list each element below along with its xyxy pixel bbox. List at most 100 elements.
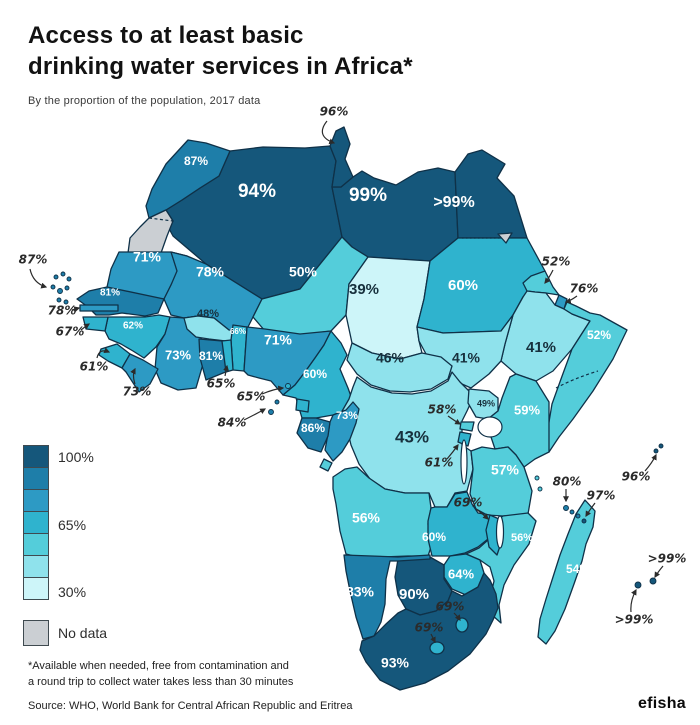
svg-text:52%: 52%	[542, 255, 571, 269]
country-gabon	[296, 417, 331, 453]
value-label-guinea: 62%	[123, 321, 143, 332]
annotation-guinea-bissau: 67%	[56, 323, 90, 339]
country-morocco	[145, 139, 231, 219]
annotation-cape-verde: 87%	[19, 253, 48, 289]
annotation-lesotho: 69%	[415, 621, 443, 644]
brand-logo: efisha	[637, 695, 686, 712]
country-zanzibar	[534, 475, 543, 492]
value-label-gabon: 86%	[301, 421, 325, 435]
legend-swatch-0	[23, 445, 49, 468]
value-label-south-africa: 93%	[381, 655, 410, 671]
country-mayotte	[581, 518, 587, 524]
svg-text:>99%: >99%	[648, 552, 687, 566]
country-namibia	[343, 554, 431, 640]
lake-victoria	[477, 416, 503, 438]
lakes-and-disputed-borders-layer	[148, 217, 599, 549]
annotation-burundi: 61%	[425, 444, 459, 470]
value-label-tanzania: 57%	[491, 462, 520, 478]
annotation-equatorial-guinea: 65%	[237, 385, 285, 404]
country-comoros	[563, 505, 581, 519]
svg-text:69%: 69%	[436, 600, 465, 614]
country-liberia	[121, 353, 159, 393]
svg-text:61%: 61%	[80, 360, 109, 374]
value-label-ghana: 81%	[199, 349, 223, 363]
country-somalia	[547, 301, 628, 453]
footnote: *Available when needed, free from contam…	[28, 658, 293, 690]
country-rwanda	[459, 421, 475, 432]
value-label-mozambique: 56%	[511, 532, 533, 544]
footnote-line-2: a round trip to collect water takes less…	[28, 676, 294, 688]
legend-swatch-6	[23, 577, 49, 600]
country-guinea-bissau	[82, 316, 109, 332]
country-central-african-republic	[346, 342, 453, 393]
value-label-zambia: 60%	[422, 530, 446, 544]
svg-text:>99%: >99%	[615, 613, 654, 627]
value-label-mali: 78%	[196, 264, 225, 280]
value-label-niger: 50%	[289, 264, 318, 280]
annotation-malawi: 69%	[454, 496, 489, 520]
country-tanzania	[469, 446, 533, 517]
country-cabinda	[319, 458, 333, 472]
country-mauritius	[649, 577, 657, 585]
country-halaib	[497, 232, 513, 244]
legend-swatch-5	[23, 555, 49, 578]
country-ghana	[198, 338, 229, 381]
annotation-mayotte: 97%	[585, 489, 615, 518]
value-label-somalia: 52%	[587, 328, 611, 342]
annotation-sao-tome: 84%	[218, 408, 267, 430]
legend-label-30: 30%	[58, 584, 87, 600]
annotation-mauritius: >99%	[648, 552, 687, 579]
annotation-liberia: 73%	[123, 367, 151, 399]
svg-text:61%: 61%	[425, 456, 454, 470]
legend-color-scale	[23, 445, 49, 600]
country-gambia	[79, 304, 119, 312]
annotation-djibouti: 76%	[564, 282, 598, 304]
country-lesotho	[429, 641, 445, 655]
value-label-uganda: 49%	[477, 398, 495, 408]
value-label-chad: 39%	[349, 281, 379, 298]
value-label-burkina-faso: 48%	[197, 308, 219, 320]
value-label-libya: 99%	[349, 185, 387, 206]
svg-text:87%: 87%	[19, 253, 48, 267]
country-reunion	[634, 581, 642, 589]
lake-tanganyika	[460, 439, 468, 485]
legend-swatch-3	[23, 511, 49, 534]
annotation-eswatini: 69%	[436, 600, 465, 621]
svg-text:58%: 58%	[428, 403, 457, 417]
svg-text:67%: 67%	[56, 325, 85, 339]
country-chad	[345, 256, 431, 360]
lake-malawi	[495, 515, 505, 549]
value-label-south-sudan: 41%	[452, 350, 481, 366]
country-drc	[340, 371, 474, 508]
country-madagascar	[537, 499, 596, 645]
annotation-comoros: 80%	[553, 475, 582, 503]
country-equatorial-guinea	[285, 383, 310, 413]
value-label-senegal: 81%	[100, 288, 120, 299]
legend-swatch-1	[23, 467, 49, 490]
legend-label-65: 65%	[58, 517, 87, 533]
page-title: Access to at least basic drinking water …	[28, 20, 413, 82]
svg-text:96%: 96%	[320, 105, 349, 119]
svg-text:84%: 84%	[218, 416, 247, 430]
country-cape-verde	[50, 271, 72, 305]
svg-text:80%: 80%	[553, 475, 582, 489]
value-label-zimbabwe: 64%	[448, 566, 474, 581]
value-label-mauritania: 71%	[133, 249, 162, 265]
source-note: Source: WHO, World Bank for Central Afri…	[28, 700, 353, 712]
footnote-line-1: *Available when needed, free from contam…	[28, 660, 289, 672]
svg-text:96%: 96%	[622, 470, 651, 484]
annotation-tunisia: 96%	[320, 105, 349, 145]
subtitle: By the proportion of the population, 201…	[28, 95, 261, 107]
title-line-1: Access to at least basic	[28, 22, 304, 49]
annotation-sierra-leone: 61%	[80, 347, 111, 374]
svg-text:65%: 65%	[237, 390, 266, 404]
value-label-benin: 66%	[230, 327, 246, 336]
country-eswatini	[455, 617, 469, 633]
countries-layer	[50, 126, 664, 691]
annotation-gambia: 78%	[48, 304, 81, 318]
value-label-central-african-republic: 46%	[376, 350, 405, 366]
legend-swatch-4	[23, 533, 49, 556]
annotation-reunion: >99%	[615, 588, 654, 627]
value-label-cote-divoire: 73%	[165, 347, 191, 362]
